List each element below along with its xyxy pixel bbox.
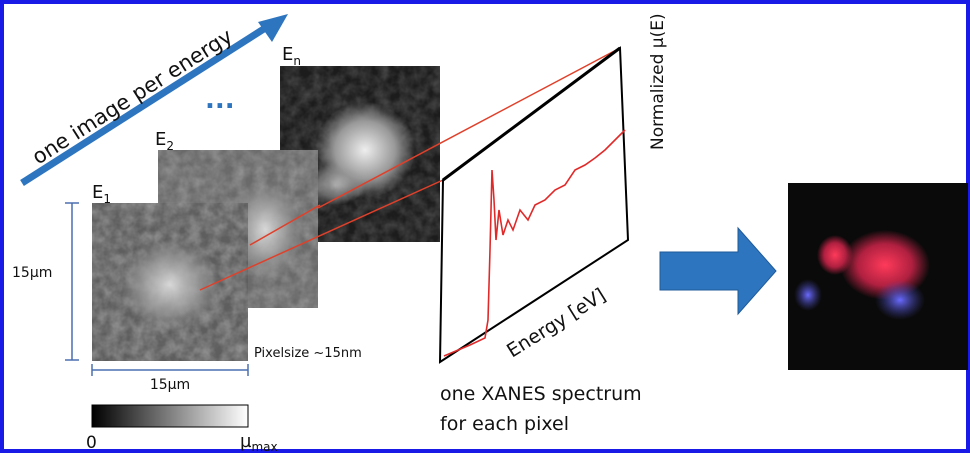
caption-line2: for each pixel bbox=[440, 413, 569, 435]
ellipsis: ... bbox=[205, 85, 235, 115]
diagram: one image per energy ... En E2 E1 15µm 1… bbox=[0, 0, 970, 453]
label-sub: 1 bbox=[103, 192, 111, 206]
scale-horizontal: 15µm bbox=[150, 377, 190, 393]
label-sub: max bbox=[251, 440, 277, 453]
caption-line1: one XANES spectrum bbox=[440, 383, 642, 405]
label-sub: n bbox=[293, 54, 301, 68]
y-axis-label: Normalized µ(E) bbox=[648, 13, 668, 150]
scale-vertical: 15µm bbox=[12, 265, 52, 281]
label-base: µ bbox=[240, 431, 252, 452]
label-sub: 2 bbox=[166, 139, 174, 153]
result-image bbox=[788, 183, 968, 370]
colorbar-min: 0 bbox=[86, 433, 97, 453]
label-base: E bbox=[155, 129, 166, 150]
label-base: E bbox=[92, 182, 103, 203]
colorbar bbox=[92, 405, 248, 427]
pixelsize: Pixelsize ~15nm bbox=[254, 346, 362, 361]
label-base: E bbox=[282, 44, 293, 65]
image-e1 bbox=[92, 203, 248, 361]
